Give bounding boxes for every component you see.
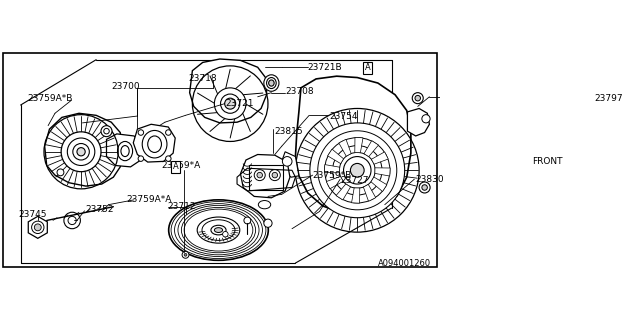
- Polygon shape: [371, 152, 388, 164]
- Text: 23815: 23815: [275, 127, 303, 136]
- Ellipse shape: [324, 138, 390, 203]
- Text: 23727: 23727: [340, 176, 369, 185]
- Ellipse shape: [310, 123, 404, 218]
- Circle shape: [64, 212, 81, 229]
- Polygon shape: [28, 216, 47, 238]
- Polygon shape: [189, 59, 267, 123]
- Ellipse shape: [214, 88, 246, 119]
- Circle shape: [254, 170, 265, 180]
- Circle shape: [269, 170, 280, 180]
- Circle shape: [223, 231, 228, 237]
- Circle shape: [138, 156, 143, 161]
- Ellipse shape: [77, 148, 85, 156]
- Polygon shape: [364, 184, 376, 201]
- Circle shape: [264, 219, 272, 227]
- Text: 23759*B: 23759*B: [312, 171, 352, 180]
- Text: A094001260: A094001260: [378, 259, 431, 268]
- Ellipse shape: [269, 80, 274, 86]
- Circle shape: [244, 217, 251, 224]
- Text: 23759A*B: 23759A*B: [28, 94, 73, 103]
- Ellipse shape: [221, 94, 240, 113]
- Circle shape: [412, 93, 423, 104]
- Circle shape: [35, 224, 41, 231]
- Polygon shape: [133, 124, 175, 162]
- Polygon shape: [355, 137, 363, 153]
- Ellipse shape: [318, 131, 397, 210]
- Circle shape: [419, 182, 430, 193]
- Ellipse shape: [344, 156, 371, 184]
- Text: 23712: 23712: [168, 202, 196, 211]
- Polygon shape: [371, 177, 387, 191]
- Ellipse shape: [202, 220, 235, 240]
- Ellipse shape: [67, 138, 95, 165]
- Polygon shape: [351, 188, 360, 203]
- Text: 23745: 23745: [18, 211, 46, 220]
- Text: 23700: 23700: [111, 82, 140, 91]
- Text: 23754: 23754: [330, 112, 358, 121]
- Text: 23752: 23752: [85, 205, 114, 214]
- Circle shape: [184, 253, 187, 256]
- Polygon shape: [296, 76, 411, 213]
- Ellipse shape: [61, 132, 101, 172]
- Circle shape: [31, 221, 44, 234]
- Ellipse shape: [118, 141, 132, 161]
- Circle shape: [282, 156, 292, 166]
- Text: 23830: 23830: [415, 175, 444, 184]
- Ellipse shape: [214, 228, 223, 233]
- Polygon shape: [408, 108, 429, 136]
- Polygon shape: [336, 184, 351, 200]
- Polygon shape: [328, 149, 344, 164]
- Ellipse shape: [267, 77, 276, 89]
- Circle shape: [166, 130, 171, 135]
- Polygon shape: [326, 176, 343, 189]
- Ellipse shape: [142, 131, 167, 158]
- Circle shape: [57, 169, 64, 176]
- Text: 23797: 23797: [595, 94, 623, 103]
- Ellipse shape: [197, 217, 240, 243]
- Circle shape: [415, 95, 420, 101]
- Circle shape: [257, 172, 262, 178]
- Ellipse shape: [148, 136, 161, 152]
- Text: 23708: 23708: [285, 87, 314, 96]
- Text: FRONT: FRONT: [532, 157, 563, 166]
- Ellipse shape: [339, 152, 375, 188]
- Circle shape: [104, 128, 109, 134]
- Circle shape: [68, 216, 76, 225]
- Bar: [249, 165, 283, 189]
- Polygon shape: [241, 155, 290, 198]
- Circle shape: [272, 172, 278, 178]
- Polygon shape: [324, 164, 340, 173]
- Circle shape: [422, 115, 430, 123]
- Ellipse shape: [211, 225, 226, 235]
- Text: 23721: 23721: [225, 99, 254, 108]
- Polygon shape: [45, 113, 122, 186]
- Polygon shape: [106, 134, 143, 167]
- Text: A: A: [173, 162, 179, 172]
- Ellipse shape: [169, 200, 268, 260]
- Circle shape: [166, 156, 171, 161]
- Circle shape: [422, 185, 428, 190]
- Polygon shape: [282, 152, 299, 177]
- Text: 23718: 23718: [188, 75, 217, 84]
- Polygon shape: [339, 139, 351, 156]
- Ellipse shape: [225, 98, 236, 109]
- Circle shape: [101, 126, 112, 137]
- Ellipse shape: [73, 143, 90, 160]
- Text: 23759*A: 23759*A: [161, 161, 201, 170]
- Ellipse shape: [333, 146, 382, 195]
- Circle shape: [182, 252, 189, 258]
- Circle shape: [138, 130, 143, 135]
- Text: A: A: [365, 63, 371, 72]
- Ellipse shape: [264, 75, 279, 91]
- Text: 23721B: 23721B: [308, 63, 342, 72]
- Text: 23759A*A: 23759A*A: [127, 195, 172, 204]
- Ellipse shape: [351, 164, 364, 177]
- Ellipse shape: [121, 146, 129, 156]
- Ellipse shape: [259, 201, 271, 209]
- Polygon shape: [375, 168, 390, 176]
- Polygon shape: [364, 141, 378, 156]
